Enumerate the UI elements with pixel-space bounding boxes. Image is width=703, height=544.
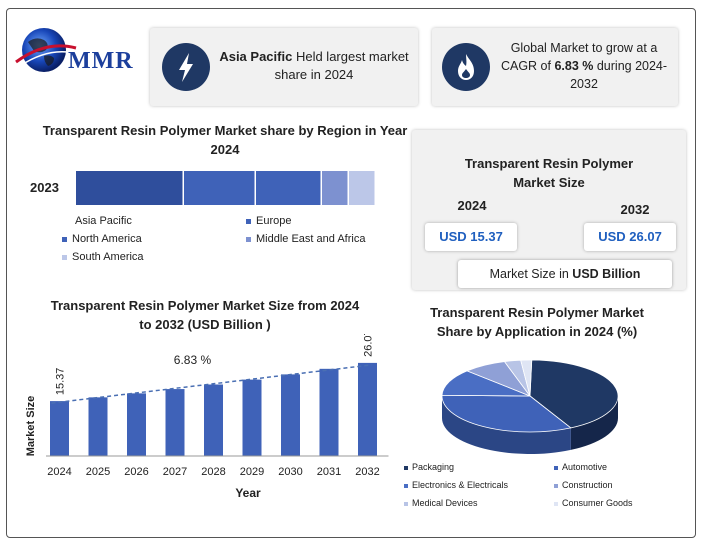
- legend-swatch: [554, 465, 558, 470]
- region-bar-category-label: 2023: [30, 180, 59, 195]
- size-x-tick-2030: 2030: [278, 466, 302, 478]
- size-x-tick-2028: 2028: [201, 466, 225, 478]
- region-bar-segment-south-america: [349, 171, 375, 205]
- highlight-card-left: Asia Pacific Held largest market share i…: [150, 28, 418, 106]
- legend-swatch: [554, 483, 558, 488]
- region-legend-item-middle-east-and-africa: Middle East and Africa: [246, 233, 365, 245]
- pie-chart-title: Transparent Resin Polymer Market Share b…: [430, 305, 644, 339]
- size-chart-xlabel: Year: [235, 486, 261, 500]
- region-legend-item-south-america: South America: [62, 251, 144, 263]
- pie-legend-item-automotive: Automotive: [554, 462, 607, 472]
- region-legend-item-north-america: North America: [62, 233, 142, 245]
- market-size-title: Transparent Resin Polymer Market Size: [464, 156, 634, 190]
- size-data-label-2024: 15.37: [55, 368, 67, 396]
- legend-label: Automotive: [562, 462, 608, 472]
- value-2032-pill: USD 26.07: [584, 223, 676, 251]
- size-bar-2026: [127, 393, 146, 456]
- size-bar-2028: [204, 384, 223, 456]
- region-stacked-bar: [76, 171, 375, 205]
- region-chart-title: Transparent Resin Polymer Market share b…: [42, 123, 408, 157]
- size-x-tick-2029: 2029: [240, 466, 264, 478]
- pie-slice-automotive: [441, 394, 572, 433]
- size-data-label-2032: 26.07: [363, 334, 375, 357]
- size-chart-title: Transparent Resin Polymer Market Size fr…: [50, 298, 360, 332]
- size-cagr-annotation: 6.83 %: [174, 353, 212, 367]
- region-bar-segment-asia-pacific: [76, 171, 183, 205]
- legend-swatch: [246, 218, 251, 224]
- region-bar-segment-north-america: [256, 171, 321, 205]
- size-y-axis-label: Market Size: [25, 396, 37, 457]
- region-legend-item-asia-pacific: Asia Pacific: [70, 215, 132, 227]
- legend-label: Asia Pacific: [75, 215, 132, 227]
- fire-icon-circle: [442, 43, 490, 91]
- year-2032-label: 2032: [620, 202, 650, 217]
- size-bar-2029: [242, 379, 262, 456]
- highlight-right-text: Global Market to grow at a CAGR of 6.83 …: [500, 41, 668, 91]
- size-x-tick-2026: 2026: [124, 466, 148, 478]
- size-x-tick-2027: 2027: [163, 466, 187, 478]
- size-trendline: [51, 364, 372, 404]
- lightning-icon-circle: [162, 43, 210, 91]
- market-size-card: Transparent Resin Polymer Market Size 20…: [412, 130, 686, 290]
- legend-swatch: [62, 236, 67, 242]
- size-bar-2031: [319, 368, 339, 456]
- legend-swatch: [246, 236, 251, 242]
- legend-label: Construction: [562, 480, 613, 490]
- legend-label: Packaging: [412, 462, 455, 472]
- legend-label: South America: [72, 251, 144, 263]
- highlight-card-right: Global Market to grow at a CAGR of 6.83 …: [432, 28, 678, 106]
- legend-swatch: [554, 501, 558, 506]
- legend-label: North America: [72, 233, 142, 245]
- pie-side-automotive: [442, 396, 571, 454]
- year-2024-label: 2024: [457, 198, 487, 213]
- lightning-icon: [179, 53, 193, 82]
- size-bar-2027: [165, 389, 185, 456]
- size-x-tick-2032: 2032: [355, 466, 379, 478]
- pie-legend-item-construction: Construction: [554, 480, 613, 490]
- region-bar-segment-europe: [184, 171, 255, 205]
- value-2024-pill: USD 15.37: [425, 223, 517, 251]
- size-x-tick-2025: 2025: [86, 466, 110, 478]
- legend-label: Medical Devices: [412, 498, 478, 508]
- size-bar-chart: 2024 2025 2026 2027 2028 2029 2030 2031 2032 15.3…: [25, 334, 389, 478]
- pie-slice-packaging: [529, 359, 619, 429]
- pie-side-packaging: [570, 396, 618, 450]
- pie-slice-consumer-goods: [520, 359, 533, 397]
- legend-label: Consumer Goods: [562, 498, 633, 508]
- size-bar-2030: [281, 374, 300, 456]
- pie-slice-electronics-electricals: [441, 370, 531, 397]
- legend-swatch: [404, 483, 408, 488]
- pie-legend-item-packaging: Packaging: [404, 462, 454, 472]
- logo-text: MMR: [68, 48, 134, 74]
- market-size-unit-note: Market Size in USD Billion: [458, 260, 672, 288]
- highlight-left-text: Asia Pacific Held largest market share i…: [219, 49, 409, 82]
- size-bar-2025: [88, 397, 108, 456]
- fire-icon: [458, 54, 474, 80]
- pie-legend-item-consumer-goods: Consumer Goods: [554, 498, 633, 508]
- legend-label: Europe: [256, 215, 292, 227]
- legend-swatch: [404, 465, 408, 470]
- legend-label: Electronics & Electricals: [412, 480, 509, 490]
- region-bar-segment-middle-east-and-africa: [322, 171, 348, 205]
- legend-label: Middle East and Africa: [256, 233, 366, 245]
- size-bar-2024: [50, 401, 69, 456]
- pie-legend-item-medical-devices: Medical Devices: [404, 498, 478, 508]
- application-pie-chart: [441, 359, 619, 454]
- legend-swatch: [404, 501, 408, 506]
- region-legend-item-europe: Europe: [246, 215, 291, 227]
- pie-legend-item-electronics-electricals: Electronics & Electricals: [404, 480, 508, 490]
- size-bar-2032: [358, 362, 377, 456]
- size-x-tick-2031: 2031: [317, 466, 341, 478]
- size-x-tick-2024: 2024: [47, 466, 71, 478]
- mmr-globe-logo-icon: [15, 28, 79, 72]
- legend-swatch: [62, 254, 67, 260]
